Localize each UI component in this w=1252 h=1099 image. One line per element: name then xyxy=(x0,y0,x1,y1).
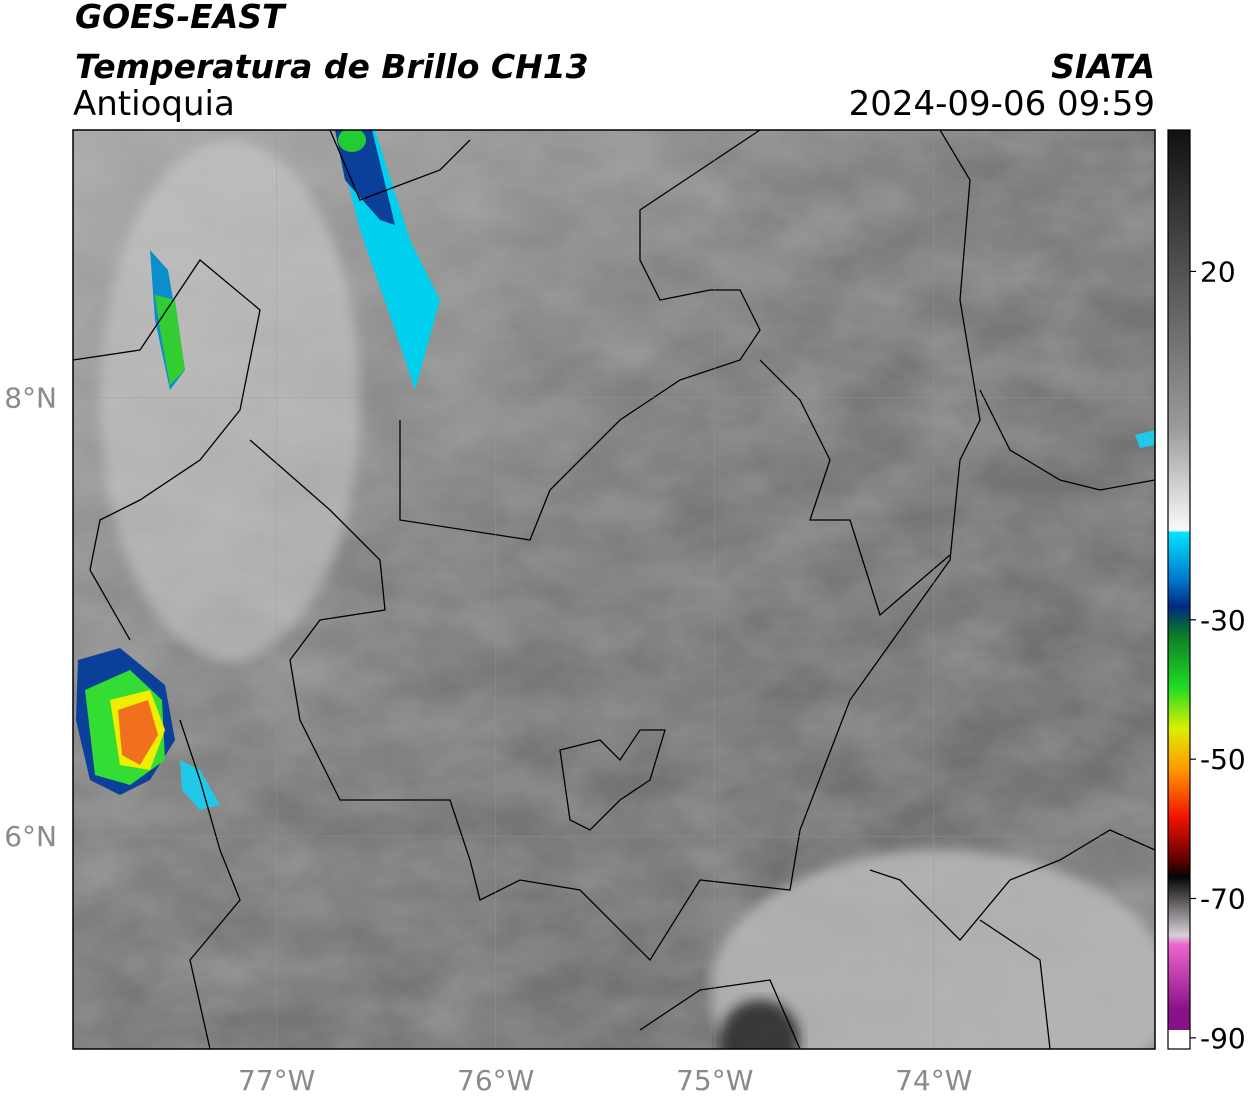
x-tick-label: 77°W xyxy=(238,1064,315,1097)
colorbar-tick-label: 20 xyxy=(1200,255,1236,288)
colorbar-under xyxy=(1168,1030,1190,1049)
colorbar-tick-label: -30 xyxy=(1200,604,1246,637)
colorbar-frame xyxy=(1167,129,1191,1050)
map-image xyxy=(73,130,1155,1049)
region: Antioquia xyxy=(73,84,235,124)
datetime: 2024-09-06 09:59 xyxy=(849,84,1155,124)
x-tick-label: 76°W xyxy=(457,1064,534,1097)
colorbar-tick-label: -90 xyxy=(1200,1022,1246,1055)
map-frame xyxy=(72,129,1156,1050)
x-tick-label: 74°W xyxy=(895,1064,972,1097)
subtitle: Temperatura de Brillo CH13 xyxy=(75,47,589,86)
title: GOES-EAST xyxy=(75,0,287,36)
colorbar-tick-label: -50 xyxy=(1200,743,1246,776)
x-tick-label: 75°W xyxy=(676,1064,753,1097)
colorbar xyxy=(1168,130,1190,1030)
source: SIATA xyxy=(1051,47,1155,86)
y-tick-label: 6°N xyxy=(4,820,57,853)
colorbar-tick-label: -70 xyxy=(1200,883,1246,916)
y-tick-label: 8°N xyxy=(4,382,57,415)
